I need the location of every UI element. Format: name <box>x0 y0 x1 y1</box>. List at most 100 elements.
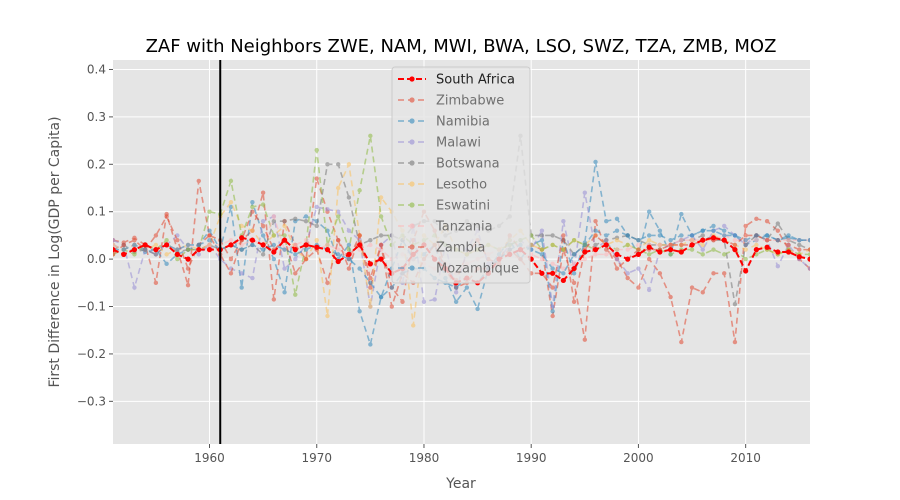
data-point <box>293 292 298 297</box>
data-point <box>207 237 212 243</box>
data-point <box>175 237 180 243</box>
legend-item: Zimbabwe <box>398 94 504 109</box>
data-point <box>250 209 255 214</box>
data-point <box>592 247 599 253</box>
data-point <box>646 244 652 250</box>
data-point <box>721 237 727 243</box>
data-point <box>775 221 781 226</box>
data-point <box>206 247 213 253</box>
legend-label: Lesotho <box>436 178 487 193</box>
data-point <box>679 211 684 217</box>
legend-label: Zimbabwe <box>436 94 504 109</box>
data-point <box>571 280 577 286</box>
legend-item: Zambia <box>398 241 485 256</box>
data-point <box>646 252 652 257</box>
data-point <box>732 339 738 345</box>
legend-item: Malawi <box>398 136 481 151</box>
data-point <box>271 249 277 255</box>
data-point <box>368 285 373 290</box>
data-point <box>367 261 373 267</box>
data-point <box>550 233 555 238</box>
chart-title: ZAF with Neighbors ZWE, NAM, MWI, BWA, L… <box>146 36 777 57</box>
data-point <box>303 214 309 219</box>
data-point <box>228 237 234 243</box>
data-point <box>142 242 148 248</box>
data-point <box>732 242 738 248</box>
data-point <box>175 256 180 262</box>
data-point <box>389 304 394 309</box>
data-point <box>668 237 673 243</box>
legend-marker <box>409 139 415 145</box>
data-point <box>121 251 127 257</box>
data-point <box>346 266 352 271</box>
y-tick-label: 0.4 <box>87 62 106 76</box>
y-axis-label: First Difference in Log(GDP per Capita) <box>47 116 63 387</box>
legend-marker <box>409 97 415 103</box>
data-point <box>571 252 577 257</box>
legend-item: Botswana <box>398 157 500 172</box>
data-point <box>389 285 394 290</box>
data-point <box>314 147 319 153</box>
data-point <box>185 256 191 262</box>
data-point <box>207 228 212 233</box>
data-point <box>732 301 738 307</box>
data-point <box>207 242 212 248</box>
data-point <box>593 233 598 238</box>
data-point <box>678 249 684 255</box>
data-point <box>132 242 137 248</box>
data-point <box>646 256 652 262</box>
data-point <box>207 209 212 214</box>
data-point <box>228 256 234 262</box>
data-point <box>185 242 191 248</box>
data-point <box>113 237 116 243</box>
data-point <box>732 237 738 243</box>
data-point <box>282 218 287 224</box>
data-point <box>593 159 598 165</box>
data-point <box>153 252 159 257</box>
data-point <box>281 237 288 243</box>
x-tick-label: 1960 <box>194 451 225 465</box>
data-point <box>368 242 373 248</box>
data-point <box>335 162 341 167</box>
data-point <box>604 233 609 238</box>
legend-item: Tanzania <box>398 220 493 235</box>
legend-label: Namibia <box>436 115 490 130</box>
data-point <box>732 247 738 253</box>
data-point <box>421 299 427 304</box>
data-point <box>346 247 352 252</box>
data-point <box>539 247 545 252</box>
data-point <box>303 218 309 224</box>
data-point <box>303 256 309 262</box>
data-point <box>764 233 770 238</box>
data-point <box>260 247 266 252</box>
data-point <box>346 256 352 262</box>
data-point <box>335 252 341 257</box>
data-point <box>475 306 480 312</box>
data-point <box>593 242 598 248</box>
data-point <box>550 261 555 267</box>
data-point <box>453 285 459 290</box>
data-point <box>668 242 673 248</box>
data-point <box>121 247 126 252</box>
y-tick-label: 0.0 <box>87 252 106 266</box>
x-tick-label: 2000 <box>623 451 654 465</box>
data-point <box>625 247 630 252</box>
data-point <box>164 237 169 243</box>
data-point <box>432 297 437 302</box>
data-point <box>185 282 191 288</box>
data-point <box>764 244 770 250</box>
data-point <box>185 247 191 252</box>
data-point <box>325 207 330 212</box>
data-point <box>292 247 298 253</box>
data-point <box>603 242 609 248</box>
data-point <box>132 252 137 257</box>
data-point <box>260 223 266 229</box>
data-point <box>239 235 245 241</box>
data-point <box>121 242 126 248</box>
data-point <box>282 233 287 238</box>
data-point <box>571 299 577 304</box>
data-point <box>625 275 630 281</box>
legend-item: Mozambique <box>398 262 519 277</box>
data-point <box>625 233 630 238</box>
y-tick-label: 0.2 <box>87 157 106 171</box>
